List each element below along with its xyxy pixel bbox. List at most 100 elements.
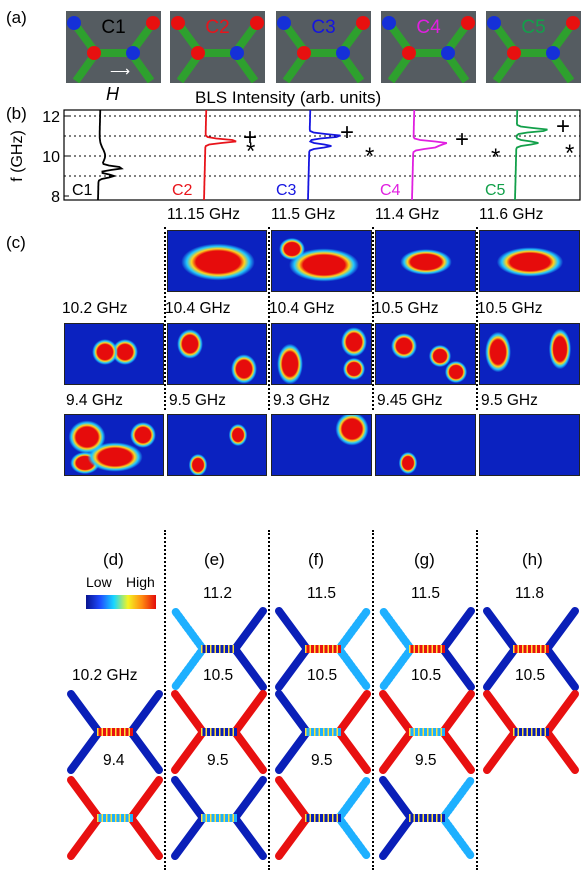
sim-frequency-label: 9.5 xyxy=(311,752,333,769)
series-line-c2 xyxy=(203,109,237,200)
nanomagnet-arm xyxy=(543,728,579,774)
nanomagnet-arm xyxy=(171,776,207,822)
plus-marker: + xyxy=(340,119,354,146)
config-geometry xyxy=(382,16,475,84)
bls-frequency-label: 9.5 GHz xyxy=(169,392,226,409)
nanomagnet-arm xyxy=(483,690,519,736)
bls-map xyxy=(375,323,476,385)
sim-frequency-label: 11.5 xyxy=(307,585,337,602)
config-tile-c2: C2 xyxy=(170,11,265,84)
bls-frequency-label: 9.3 GHz xyxy=(273,392,330,409)
nanomagnet-arm xyxy=(171,607,207,653)
nanomagnet-arm xyxy=(439,814,475,860)
simulation-map xyxy=(379,690,475,774)
panel-label-c: (c) xyxy=(6,233,26,252)
nanomagnet-arm xyxy=(231,814,267,860)
simulation-map xyxy=(483,690,579,774)
nanomagnet-arm xyxy=(335,776,371,822)
bls-frequency-label: 11.15 GHz xyxy=(167,206,240,223)
nanomagnet-arm xyxy=(231,728,267,774)
panel-label-a: (a) xyxy=(6,8,27,27)
nanomagnet-arm xyxy=(543,645,579,691)
bls-frequency-label: 11.4 GHz xyxy=(375,206,440,223)
simulation-map xyxy=(275,607,371,691)
config-label: C3 xyxy=(311,17,336,38)
nanomagnet-arm xyxy=(231,776,267,822)
config-label: C5 xyxy=(521,17,546,38)
nanomagnet-arm xyxy=(379,645,415,691)
field-label: H xyxy=(106,84,119,104)
config-label: C2 xyxy=(205,17,230,38)
column-divider xyxy=(372,530,374,870)
nanomagnet-arm xyxy=(231,607,267,653)
simulation-map xyxy=(171,607,267,691)
nanomagnet-arm xyxy=(379,607,415,653)
config-label: C4 xyxy=(416,17,441,38)
nanomagnet-arm xyxy=(543,690,579,736)
config-tile-c4: C4 xyxy=(381,11,476,84)
nanomagnet-arm xyxy=(379,690,415,736)
simulation-map xyxy=(67,690,163,774)
panel-label-b: (b) xyxy=(6,104,27,123)
column-divider xyxy=(268,530,270,870)
nanomagnet-arm xyxy=(275,728,311,774)
star-marker: * xyxy=(491,144,500,171)
bls-map xyxy=(271,230,372,292)
bls-frequency-label: 9.45 GHz xyxy=(377,392,443,409)
nanomagnet-arm xyxy=(483,607,519,653)
series-label: C3 xyxy=(276,182,297,199)
panel-label-g: (g) xyxy=(414,550,435,569)
sim-frequency-label: 9.4 xyxy=(103,752,125,769)
config-geometry xyxy=(487,16,580,84)
sim-frequency-label: 10.5 xyxy=(203,667,234,684)
simulation-map xyxy=(379,607,475,691)
sim-frequency-label: 10.5 xyxy=(411,667,442,684)
colorbar-high-label: High xyxy=(126,574,155,590)
column-divider xyxy=(476,227,478,410)
column-divider xyxy=(164,530,166,870)
panel-label-h: (h) xyxy=(522,550,543,569)
plus-marker: + xyxy=(243,124,257,151)
nanomagnet-arm xyxy=(483,645,519,691)
y-tick-label: 12 xyxy=(42,109,60,126)
chart-frame xyxy=(63,109,581,201)
series-label: C5 xyxy=(485,182,506,199)
nanomagnet-arm xyxy=(439,776,475,822)
config-label: C1 xyxy=(101,17,126,38)
nanomagnet-arm xyxy=(379,728,415,774)
bls-frequency-label: 9.4 GHz xyxy=(66,392,123,409)
star-marker: * xyxy=(365,143,374,170)
sim-frequency-label: 10.5 xyxy=(515,667,546,684)
nanomagnet-arm xyxy=(335,814,371,860)
nanomagnet-arm xyxy=(275,645,311,691)
colorbar-low-label: Low xyxy=(86,574,112,590)
nanomagnet-arm xyxy=(439,728,475,774)
nanomagnet-arm xyxy=(127,814,163,860)
plus-marker: + xyxy=(455,126,469,153)
bls-map xyxy=(271,323,372,385)
sim-frequency-label: 11.5 xyxy=(411,585,441,602)
column-divider xyxy=(164,227,166,410)
nanomagnet-arm xyxy=(127,728,163,774)
column-divider xyxy=(268,227,270,410)
bls-frequency-label: 10.4 GHz xyxy=(165,300,231,317)
bls-map xyxy=(64,414,164,476)
series-label: C4 xyxy=(380,182,401,199)
star-marker: * xyxy=(565,140,574,167)
simulation-map xyxy=(171,776,267,860)
nanomagnet-arm xyxy=(483,728,519,774)
bls-chart-title: BLS Intensity (arb. units) xyxy=(195,88,382,107)
nanomagnet-arm xyxy=(439,645,475,691)
y-axis-label: f (GHz) xyxy=(9,130,26,182)
bls-map xyxy=(375,230,476,292)
star-marker: * xyxy=(246,138,255,165)
simulation-map xyxy=(67,776,163,860)
simulation-map xyxy=(483,607,579,691)
nanomagnet-arm xyxy=(67,814,103,860)
sim-frequency-label: 11.2 xyxy=(203,585,233,602)
config-tile-c1: C1 xyxy=(66,11,161,84)
bls-frequency-label: 10.4 GHz xyxy=(269,300,335,317)
bls-map xyxy=(64,323,164,385)
panel-label-f: (f) xyxy=(308,550,325,569)
